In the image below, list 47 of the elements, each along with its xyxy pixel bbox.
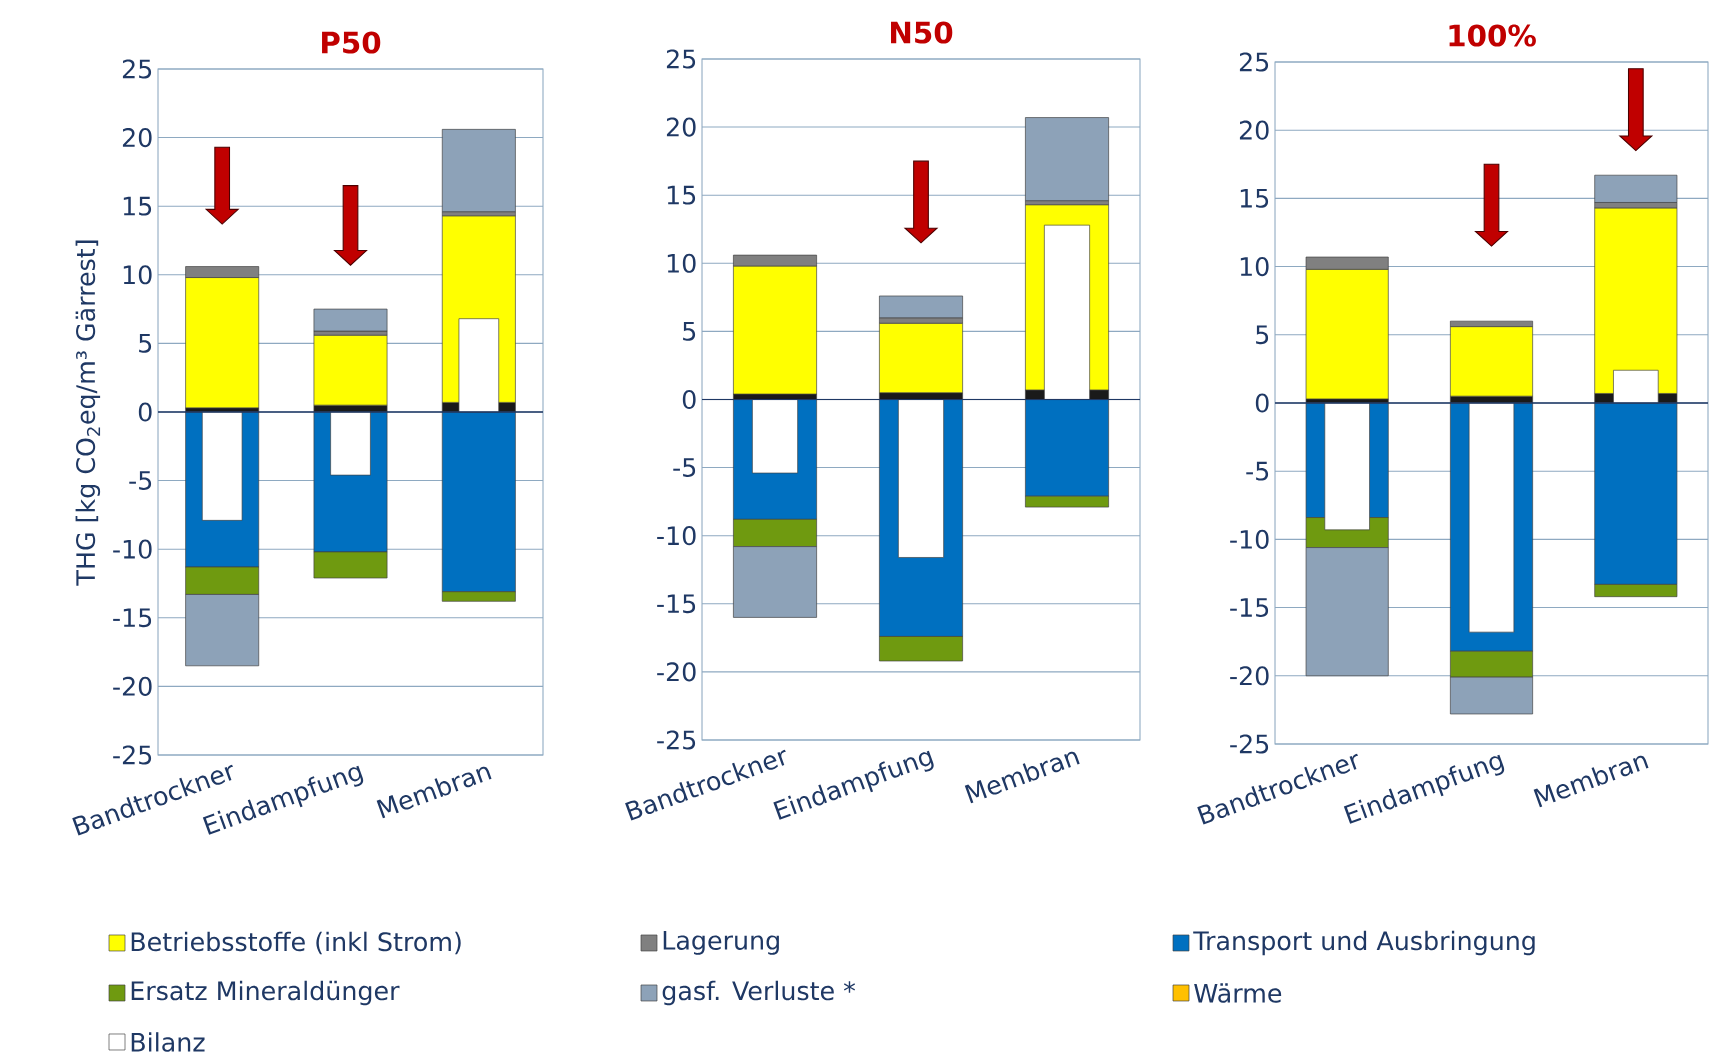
y-tick-label: 5 xyxy=(139,333,152,353)
legend-label: Bilanz xyxy=(131,1032,205,1052)
y-tick-label: 15 xyxy=(123,196,152,216)
y-tick-label: 10 xyxy=(667,253,696,273)
y-tick-label: -15 xyxy=(1230,598,1269,617)
bar xyxy=(441,129,516,213)
y-tick-label: 15 xyxy=(1240,188,1269,208)
y-tick-label: 15 xyxy=(667,185,696,205)
y-tick-label: -10 xyxy=(113,539,152,559)
y-tick-label: 10 xyxy=(123,265,152,285)
y-tick-label: 0 xyxy=(138,402,152,422)
legend-label: Transport und Ausbringung xyxy=(1193,930,1535,956)
y-tick-label: 20 xyxy=(122,128,152,148)
y-tick-label: -20 xyxy=(657,662,696,682)
y-tick-label: -15 xyxy=(113,608,152,628)
legend-label: gasf. Verluste * xyxy=(662,980,856,1006)
bar xyxy=(1025,117,1109,201)
y-tick-label: -25 xyxy=(657,730,696,750)
y-tick-label: 10 xyxy=(1240,257,1269,277)
y-tick-label: -25 xyxy=(1230,734,1269,754)
legend-label: Ersatz Mineraldünger xyxy=(131,980,400,1006)
y-tick-label: 5 xyxy=(1256,325,1269,345)
y-tick-label: 25 xyxy=(122,59,152,79)
y-tick-label: 20 xyxy=(1239,120,1269,140)
y-tick-label: -5 xyxy=(129,471,152,490)
y-tick-label: -15 xyxy=(657,594,696,614)
y-tick-label: 25 xyxy=(666,49,696,69)
y-tick-label: -10 xyxy=(657,526,696,546)
y-tick-label: 0 xyxy=(682,389,696,410)
y-tick-label: -5 xyxy=(1246,461,1269,481)
y-tick-label: -10 xyxy=(1230,529,1269,549)
y-tick-label: 25 xyxy=(1239,52,1269,72)
bar xyxy=(313,308,388,332)
chart-title: P50 xyxy=(322,31,381,54)
legend-label: Lagerung xyxy=(663,931,779,955)
chart-title: 100% xyxy=(1449,24,1536,47)
chart-title: N50 xyxy=(891,21,953,44)
legend-label: Betriebsstoffe (inkl Strom) xyxy=(131,931,461,955)
y-tick-label: 5 xyxy=(683,321,696,341)
y-tick-label: -25 xyxy=(113,745,152,765)
y-tick-label: -20 xyxy=(113,676,152,696)
legend-label: Wärme xyxy=(1194,983,1282,1003)
y-tick-label: -20 xyxy=(1230,666,1269,686)
y-tick-label: -5 xyxy=(673,458,696,477)
y-tick-label: 20 xyxy=(666,117,696,137)
y-tick-label: 0 xyxy=(1255,393,1269,413)
y-axis-title: THG [kg CO$_{2}$eq/m³ Gärrest] xyxy=(75,240,101,586)
